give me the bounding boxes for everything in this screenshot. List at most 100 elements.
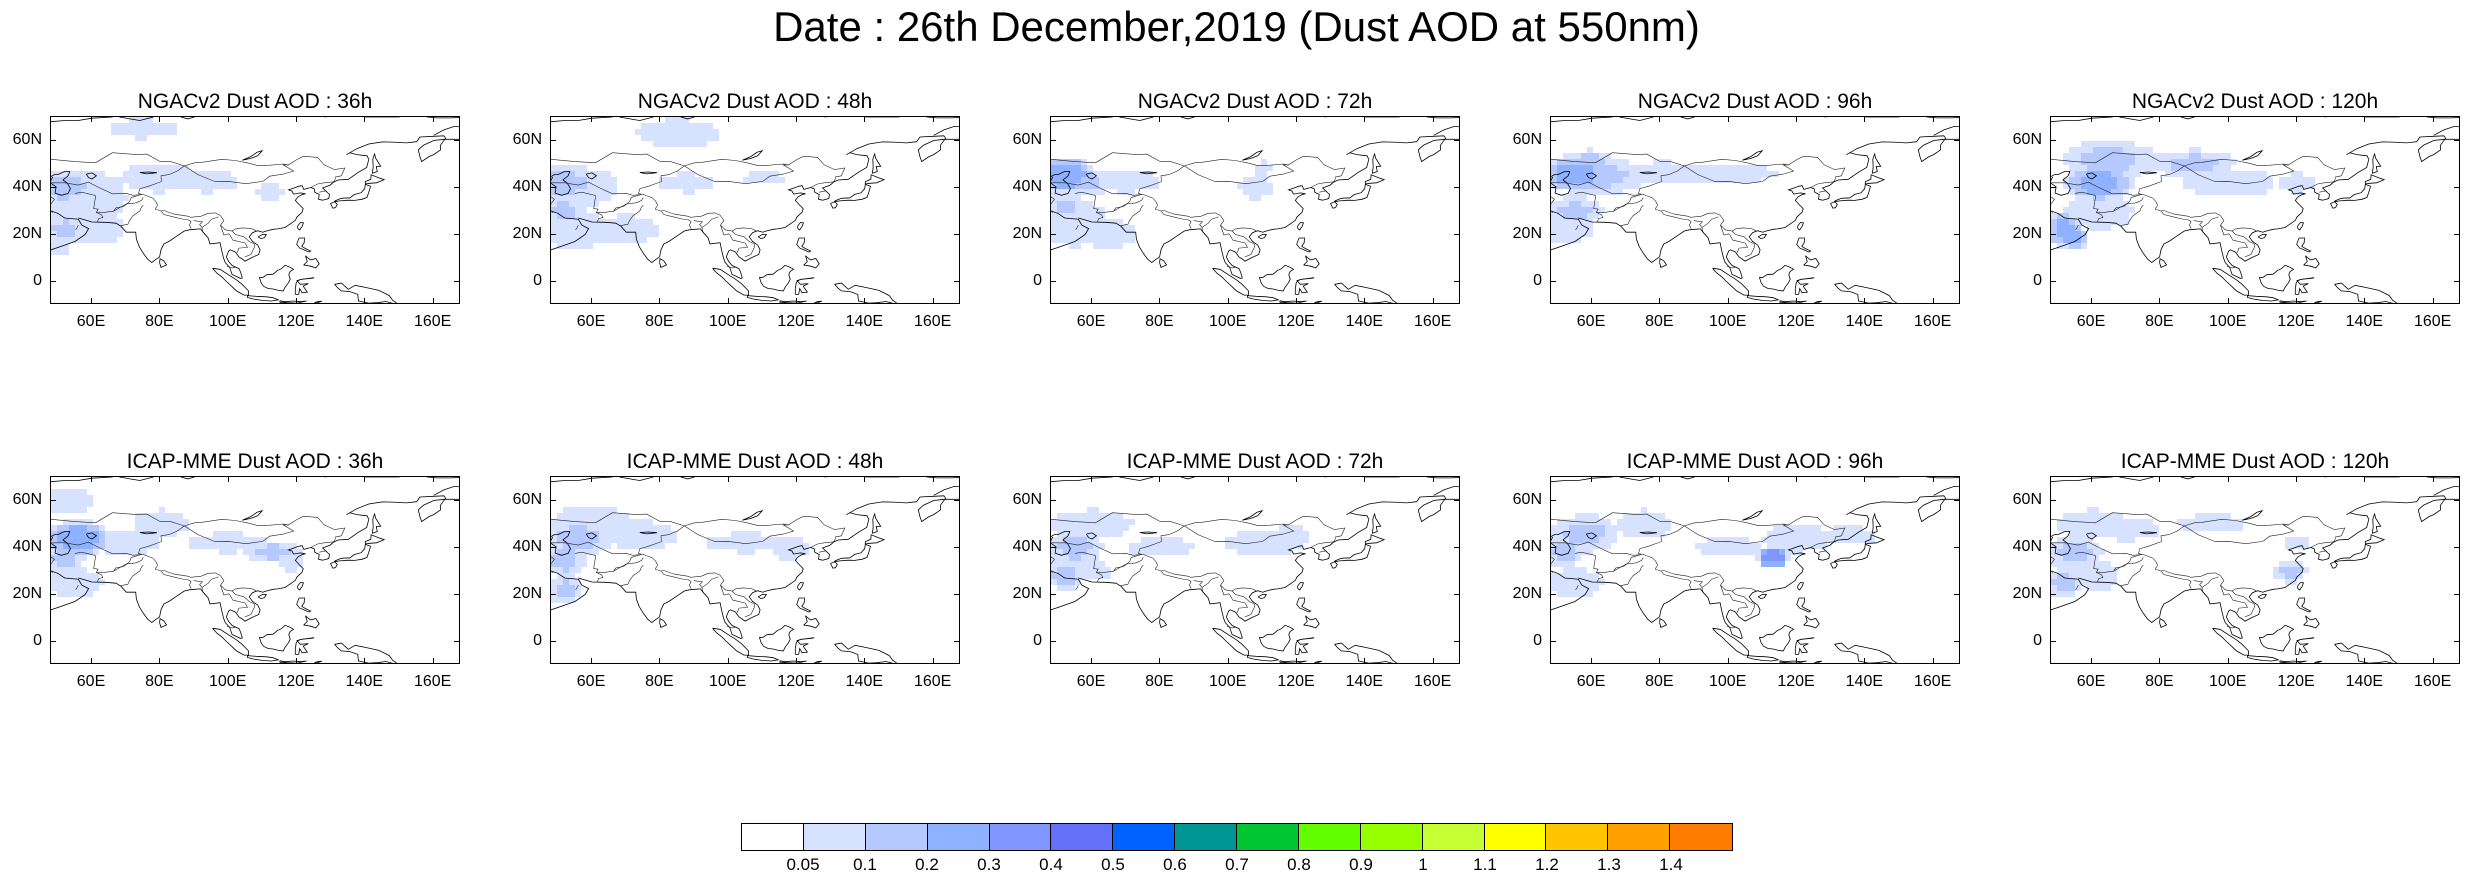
aod-cell: [81, 501, 87, 507]
aod-cell: [159, 531, 165, 537]
aod-cell: [1581, 219, 1587, 225]
aod-cell: [1075, 207, 1081, 213]
aod-cell: [255, 537, 261, 543]
aod-cell: [1587, 585, 1593, 591]
aod-cell: [557, 513, 563, 519]
aod-cell: [1081, 237, 1087, 243]
aod-cell: [629, 237, 635, 243]
lon-tick: [2091, 658, 2092, 664]
aod-cell: [135, 165, 141, 171]
aod-cell: [551, 183, 557, 189]
aod-cell: [69, 561, 75, 567]
map-area: [550, 476, 960, 664]
aod-cell: [647, 123, 653, 129]
lon-tick: [1432, 116, 1434, 122]
aod-cell: [1111, 243, 1117, 249]
aod-cell: [1581, 183, 1587, 189]
aod-cell: [2105, 225, 2111, 231]
aod-cell: [581, 171, 587, 177]
aod-cell: [2075, 213, 2081, 219]
aod-cell: [2105, 153, 2111, 159]
aod-cell: [641, 129, 647, 135]
aod-cell: [2069, 189, 2075, 195]
aod-cell: [1105, 177, 1111, 183]
lon-tick: [2432, 298, 2434, 304]
aod-cell: [647, 219, 653, 225]
aod-cell: [2171, 153, 2177, 159]
aod-cell: [599, 543, 605, 549]
country-border: [51, 152, 185, 167]
lon-tick: [1296, 476, 1297, 482]
aod-cell: [599, 225, 605, 231]
aod-cell: [1069, 219, 1075, 225]
aod-cell: [1557, 165, 1563, 171]
aod-cell: [2117, 213, 2123, 219]
aod-cell: [1587, 573, 1593, 579]
aod-cell: [695, 135, 701, 141]
lat-tick: [1550, 499, 1556, 501]
lon-label: 120E: [1777, 313, 1815, 330]
aod-cell: [1563, 591, 1569, 597]
aod-cell: [99, 189, 105, 195]
aod-cell: [1153, 549, 1159, 555]
aod-cell: [1581, 579, 1587, 585]
aod-cell: [683, 135, 689, 141]
coastline: [1796, 597, 1812, 613]
aod-cell: [1593, 585, 1599, 591]
lat-label: 40N: [1512, 537, 1542, 555]
aod-cell: [587, 507, 593, 513]
aod-cell: [671, 129, 677, 135]
aod-cell: [563, 585, 569, 591]
aod-cell: [63, 177, 69, 183]
aod-cell: [63, 183, 69, 189]
lon-tick: [1227, 116, 1229, 122]
aod-cell: [1261, 531, 1267, 537]
aod-cell: [201, 543, 207, 549]
aod-cell: [1581, 195, 1587, 201]
lat-label: 40N: [512, 537, 542, 555]
lon-label: 80E: [145, 313, 174, 330]
aod-cell: [557, 567, 563, 573]
coastline: [1119, 477, 1154, 481]
aod-cell: [1081, 183, 1087, 189]
aod-cell: [629, 537, 635, 543]
lon-tick: [2159, 476, 2161, 482]
aod-cell: [1587, 591, 1593, 597]
aod-cell: [63, 195, 69, 201]
country-border: [1731, 590, 1755, 618]
aod-cell: [2123, 159, 2129, 165]
aod-cell: [135, 129, 141, 135]
aod-cell: [2123, 141, 2129, 147]
coastline: [933, 126, 959, 136]
aod-cell: [689, 141, 695, 147]
country-border: [1684, 524, 1795, 545]
aod-cell: [1075, 183, 1081, 189]
aod-cell: [1563, 231, 1569, 237]
aod-cell: [1147, 177, 1153, 183]
aod-cell: [1081, 207, 1087, 213]
aod-cell: [2081, 525, 2087, 531]
aod-cell: [93, 237, 99, 243]
aod-cell: [671, 531, 677, 537]
aod-cell: [1099, 531, 1105, 537]
aod-cell: [177, 183, 183, 189]
aod-cell: [2123, 153, 2129, 159]
dust-map: [1551, 117, 1959, 303]
coastline: [1078, 495, 1459, 639]
aod-cell: [2075, 585, 2081, 591]
aod-cell: [1093, 561, 1099, 567]
coastline: [680, 477, 695, 480]
aod-cell: [171, 531, 177, 537]
coastline: [1757, 233, 1767, 240]
coastline: [2297, 582, 2305, 591]
lat-tick: [454, 280, 460, 282]
aod-cell: [653, 543, 659, 549]
aod-cell: [81, 585, 87, 591]
aod-cell: [2261, 171, 2267, 177]
country-border: [1051, 570, 1053, 573]
aod-cell: [225, 549, 231, 555]
colorbar-label: 0.05: [786, 855, 820, 874]
aod-cell: [2207, 513, 2213, 519]
coastline: [242, 510, 264, 521]
aod-cell: [1303, 531, 1309, 537]
